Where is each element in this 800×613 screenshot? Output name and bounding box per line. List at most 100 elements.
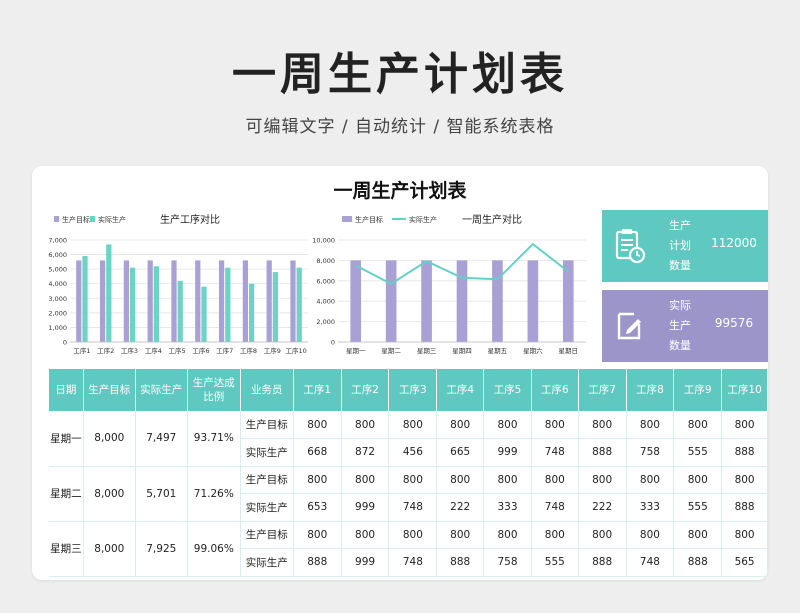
header-process-1: 工序1 xyxy=(293,369,342,411)
actual-bar xyxy=(106,244,112,342)
legend-actual-label: 实际生产 xyxy=(409,215,437,224)
value-cell: 800 xyxy=(436,521,485,549)
day-cell: 星期三 xyxy=(49,521,84,577)
value-cell: 800 xyxy=(388,521,438,549)
chart-title: 一周生产对比 xyxy=(462,213,522,226)
value-cell: 800 xyxy=(341,411,390,439)
value-cell: 800 xyxy=(721,466,768,494)
target-bar xyxy=(492,260,503,342)
row-label-cell: 生产目标 xyxy=(240,411,294,439)
x-tick-label: 星期四 xyxy=(452,347,472,355)
y-tick-label: 2,000 xyxy=(48,309,67,317)
header-date: 日期 xyxy=(49,369,84,411)
process-comparison-chart-svg: 生产目标 实际生产 生产工序对比 0 1,000 2,000 3,000 4,000 5,000… xyxy=(48,213,308,355)
legend-actual-label: 实际生产 xyxy=(98,215,126,224)
actual-cell: 7,925 xyxy=(135,521,188,577)
ratio-cell: 93.71% xyxy=(187,411,241,467)
planned-quantity-label: 生产 计划 数量 xyxy=(669,219,691,272)
value-cell: 800 xyxy=(483,466,532,494)
target-bar xyxy=(123,260,129,342)
value-cell: 800 xyxy=(673,521,723,549)
target-cell: 8,000 xyxy=(83,521,136,577)
value-cell: 748 xyxy=(531,438,579,467)
value-cell: 565 xyxy=(721,548,768,577)
x-tick-label: 星期日 xyxy=(559,347,579,355)
header-process-6: 工序6 xyxy=(531,369,579,411)
ratio-cell: 99.06% xyxy=(187,521,241,577)
target-bar xyxy=(147,260,153,342)
header-process-2: 工序2 xyxy=(341,369,390,411)
day-cell: 星期二 xyxy=(49,466,84,522)
value-cell: 800 xyxy=(531,466,579,494)
x-tick-label: 工序3 xyxy=(121,346,138,355)
value-cell: 748 xyxy=(388,493,438,522)
target-bar xyxy=(242,260,248,342)
edit-note-icon xyxy=(617,312,641,340)
value-cell: 222 xyxy=(578,493,627,522)
chart-title: 生产工序对比 xyxy=(160,213,220,226)
clipboard-clock-icon xyxy=(615,229,646,264)
value-cell: 999 xyxy=(341,493,390,522)
value-cell: 800 xyxy=(293,466,342,494)
actual-bar xyxy=(153,266,160,342)
target-bar xyxy=(266,260,272,342)
value-cell: 888 xyxy=(293,548,342,577)
legend-target-label: 生产目标 xyxy=(355,215,383,224)
value-cell: 800 xyxy=(578,411,627,439)
value-cell: 800 xyxy=(341,521,390,549)
x-tick-label: 工序2 xyxy=(97,346,114,355)
value-cell: 888 xyxy=(578,548,627,577)
value-cell: 800 xyxy=(673,411,723,439)
value-cell: 758 xyxy=(483,548,532,577)
value-cell: 999 xyxy=(341,548,390,577)
legend-target-swatch xyxy=(54,216,59,222)
x-tick-label: 星期二 xyxy=(381,347,401,355)
actual-bar xyxy=(225,267,231,342)
value-cell: 872 xyxy=(341,438,390,467)
value-cell: 456 xyxy=(388,438,438,467)
actual-bar xyxy=(272,272,279,342)
header-ratio: 生产达成 比例 xyxy=(187,369,241,411)
value-cell: 800 xyxy=(341,466,390,494)
y-tick-label: 0 xyxy=(63,339,67,347)
day-cell: 星期一 xyxy=(49,411,84,467)
value-cell: 668 xyxy=(293,438,342,467)
legend-target-swatch xyxy=(342,216,352,222)
header-process-10: 工序10 xyxy=(721,369,768,411)
sheet-title: 一周生产计划表 xyxy=(333,180,467,202)
target-bar xyxy=(527,260,539,342)
value-cell: 758 xyxy=(626,438,675,467)
value-cell: 800 xyxy=(578,521,627,549)
x-tick-label: 工序8 xyxy=(240,346,257,355)
y-tick-label: 1,000 xyxy=(48,324,67,332)
value-cell: 333 xyxy=(626,493,675,522)
header-process-7: 工序7 xyxy=(578,369,627,411)
planned-quantity-value: 112000 xyxy=(711,236,757,250)
y-tick-label: 4,000 xyxy=(48,280,67,288)
value-cell: 653 xyxy=(293,493,342,522)
y-tick-label: 3,000 xyxy=(48,295,67,303)
value-cell: 800 xyxy=(673,466,723,494)
value-cell: 888 xyxy=(436,548,485,577)
x-tick-label: 星期三 xyxy=(417,347,437,355)
value-cell: 999 xyxy=(483,438,532,467)
ratio-cell: 71.26% xyxy=(187,466,241,522)
x-tick-label: 工序10 xyxy=(285,346,306,355)
actual-bar xyxy=(201,286,207,342)
target-bar xyxy=(76,260,82,342)
x-tick-label: 星期一 xyxy=(346,347,366,355)
y-tick-label: 8,000 xyxy=(316,257,335,265)
actual-bar xyxy=(177,280,183,342)
actual-quantity-value: 99576 xyxy=(714,316,754,330)
y-tick-label: 6,000 xyxy=(316,277,335,285)
target-bar xyxy=(195,260,201,342)
legend-target-label: 生产目标 xyxy=(62,215,90,224)
y-tick-label: 0 xyxy=(331,339,335,347)
value-cell: 748 xyxy=(626,548,675,577)
target-bar xyxy=(456,260,468,342)
page-title: 一周生产计划表 xyxy=(232,49,568,100)
value-cell: 800 xyxy=(721,411,768,439)
production-table: 日期 生产目标 实际生产 生产达成 比例 业务员 工序1 工序2 工序3 工序4 … xyxy=(49,369,768,577)
table-header-row: 日期 生产目标 实际生产 生产达成 比例 业务员 工序1 工序2 工序3 工序4 … xyxy=(49,369,768,411)
value-cell: 800 xyxy=(578,466,627,494)
